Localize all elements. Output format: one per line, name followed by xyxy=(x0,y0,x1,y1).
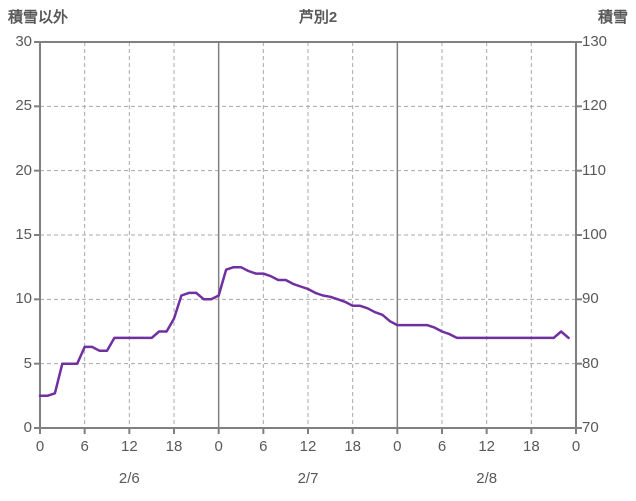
x-hour-tick-label: 6 xyxy=(80,438,89,455)
x-hour-tick-label: 0 xyxy=(571,438,581,455)
y-left-tick-label: 10 xyxy=(15,290,32,308)
y-right-tick-label: 110 xyxy=(582,161,606,179)
x-hour-tick-label: 0 xyxy=(35,438,45,455)
x-hour-tick-label: 12 xyxy=(478,438,495,455)
y-right-tick-label: 130 xyxy=(582,33,608,50)
x-hour-tick-label: 18 xyxy=(165,438,183,455)
x-hour-tick-label: 0 xyxy=(393,438,402,455)
y-right-tick-label: 120 xyxy=(582,97,608,115)
data-line-snow-line xyxy=(38,265,570,398)
y-left-tick-label: 0 xyxy=(23,419,32,436)
x-date-label: 2/6 xyxy=(118,470,140,487)
x-hour-tick-label: 6 xyxy=(259,438,268,455)
chart-title: 芦別2 xyxy=(298,9,338,26)
left-axis-title: 積雪以外 xyxy=(8,9,69,26)
y-left-tick-label: 15 xyxy=(15,226,32,243)
y-left-tick-label: 5 xyxy=(23,354,32,372)
y-right-tick-label: 90 xyxy=(582,290,599,308)
right-axis-title: 積雪 xyxy=(597,9,628,26)
y-right-tick-label: 80 xyxy=(582,354,599,372)
x-hour-tick-label: 12 xyxy=(120,438,138,455)
y-right-tick-label: 70 xyxy=(582,419,599,436)
y-left-tick-label: 20 xyxy=(15,161,32,179)
y-left-tick-label: 25 xyxy=(15,97,32,115)
x-hour-tick-label: 6 xyxy=(437,438,447,455)
x-hour-tick-label: 18 xyxy=(522,438,540,455)
x-hour-tick-label: 0 xyxy=(214,438,223,455)
x-date-label: 2/8 xyxy=(476,470,498,487)
y-left-tick-label: 30 xyxy=(15,33,32,50)
x-date-label: 2/7 xyxy=(297,470,319,487)
x-hour-tick-label: 12 xyxy=(299,438,317,455)
x-hour-tick-label: 18 xyxy=(344,438,361,455)
y-right-tick-label: 100 xyxy=(582,226,608,243)
